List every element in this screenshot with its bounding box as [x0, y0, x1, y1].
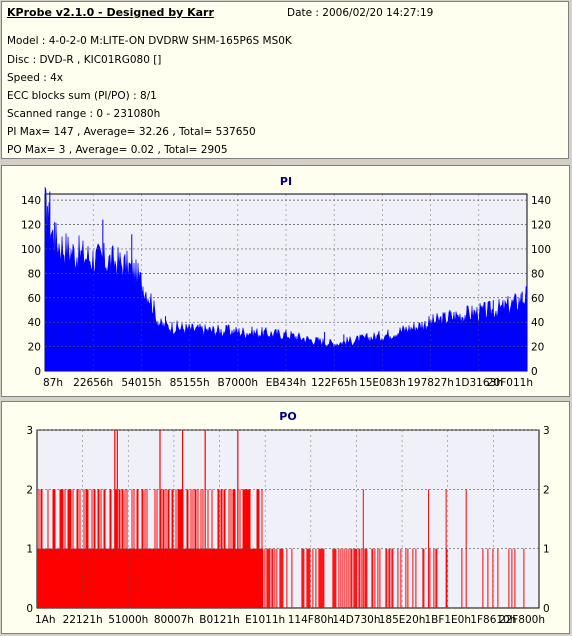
x-tick-label: 14D730h: [332, 614, 380, 626]
x-tick-label: 54015h: [121, 377, 161, 389]
po-chart: PO 0 0 1 1 2 2 3 3 1Ah 22121h 51000h 80007h B0121h E10…: [26, 410, 550, 626]
y-tick-label-right: 0: [543, 603, 550, 615]
x-tick-label: 1Ah: [35, 614, 56, 626]
x-tick-label: EB434h: [266, 377, 307, 389]
y-tick-label-left: 80: [28, 268, 41, 280]
x-tick-label: 114F80h: [288, 614, 334, 626]
x-tick-label: B7000h: [218, 377, 259, 389]
speed-line: Speed : 4x: [7, 72, 64, 84]
y-tick-label-left: 0: [26, 603, 33, 615]
y-tick-label-left: 20: [28, 342, 41, 354]
x-tick-label: 87h: [43, 377, 63, 389]
po-chart-panel: PO 0 0 1 1 2 2 3 3 1Ah 22121h 51000h 80007h B0121h E10…: [1, 401, 570, 634]
x-tick-label: 15E083h: [359, 377, 406, 389]
x-tick-label: 22121h: [63, 614, 103, 626]
x-tick-label: 22656h: [73, 377, 113, 389]
app-title: KProbe v2.1.0 - Designed by Karr: [7, 6, 214, 19]
y-tick-label-left: 120: [21, 220, 41, 232]
x-tick-label: 185E20h: [379, 614, 426, 626]
disc-line: Disc : DVD-R , KIC01RG080 []: [7, 54, 162, 66]
y-tick-label-right: 20: [531, 342, 544, 354]
chart-title: PI: [280, 175, 292, 188]
x-tick-label: E1011h: [245, 614, 285, 626]
y-tick-label-left: 3: [26, 425, 33, 437]
y-tick-label-left: 40: [28, 317, 41, 329]
x-tick-label: 85155h: [170, 377, 210, 389]
y-tick-label-right: 80: [531, 268, 544, 280]
x-tick-label: 197827h: [407, 377, 454, 389]
y-tick-label-left: 1: [26, 544, 33, 556]
y-tick-label-left: 2: [26, 484, 33, 496]
y-tick-label-left: 0: [34, 366, 41, 378]
y-tick-label-right: 140: [531, 195, 551, 207]
y-tick-label-left: 100: [21, 244, 41, 256]
x-tick-label: 122F65h: [311, 377, 357, 389]
y-tick-label-left: 60: [28, 293, 41, 305]
chart-title: PO: [279, 410, 296, 423]
y-tick-label-right: 3: [543, 425, 550, 437]
x-tick-label: 1D3163h: [455, 377, 503, 389]
info-panel: KProbe v2.1.0 - Designed by Karr Date : …: [1, 1, 569, 159]
y-tick-label-right: 2: [543, 484, 550, 496]
scan-date: Date : 2006/02/20 14:27:19: [287, 7, 434, 19]
model-line: Model : 4-0-2-0 M:LITE-ON DVDRW SHM-165P…: [7, 35, 292, 47]
pi-chart-panel: PI 0 0 20 20 40 40 60 60 80 80 100 100 120 120 140 140 87…: [1, 165, 570, 397]
x-tick-label: 1BF1E0h: [424, 614, 471, 626]
y-tick-label-left: 140: [21, 195, 41, 207]
x-tick-label: 20F011h: [487, 377, 533, 389]
y-tick-label-right: 1: [543, 544, 550, 556]
y-tick-label-right: 0: [531, 366, 538, 378]
x-tick-label: 80007h: [154, 614, 194, 626]
y-tick-label-right: 100: [531, 244, 551, 256]
ecc-line: ECC blocks sum (PI/PO) : 8/1: [7, 90, 157, 102]
pi-summary-line: PI Max= 147 , Average= 32.26 , Total= 53…: [7, 126, 256, 138]
x-tick-label: 51000h: [108, 614, 148, 626]
y-tick-label-right: 40: [531, 317, 544, 329]
x-tick-label: 22F800h: [499, 614, 545, 626]
range-line: Scanned range : 0 - 231080h: [7, 108, 161, 120]
pi-chart: PI 0 0 20 20 40 40 60 60 80 80 100 100 120 120 140 140 87…: [21, 175, 551, 389]
y-tick-label-right: 120: [531, 220, 551, 232]
x-tick-label: 1F8610h: [470, 614, 516, 626]
po-summary-line: PO Max= 3 , Average= 0.02 , Total= 2905: [7, 144, 228, 156]
x-tick-label: B0121h: [199, 614, 240, 626]
y-tick-label-right: 60: [531, 293, 544, 305]
